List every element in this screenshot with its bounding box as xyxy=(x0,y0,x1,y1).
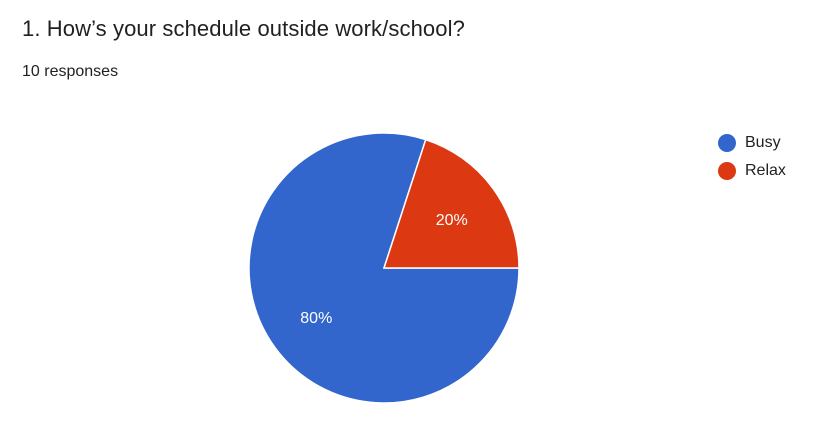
legend-swatch-relax xyxy=(718,162,736,180)
pie-label-busy: 80% xyxy=(300,310,332,327)
legend-swatch-busy xyxy=(718,134,736,152)
chart-legend: Busy Relax xyxy=(718,133,786,189)
pie-slices xyxy=(248,132,520,404)
response-count: 10 responses xyxy=(22,63,119,80)
legend-label-busy: Busy xyxy=(745,134,781,151)
pie-label-relax: 20% xyxy=(436,212,468,229)
legend-label-relax: Relax xyxy=(745,162,786,179)
legend-item-busy[interactable]: Busy xyxy=(718,133,786,153)
pie-labels: 80% 20% xyxy=(300,212,467,327)
question-title: 1. How’s your schedule outside work/scho… xyxy=(22,16,465,41)
pie-slice-relax[interactable] xyxy=(382,138,520,269)
legend-item-relax[interactable]: Relax xyxy=(718,161,786,181)
